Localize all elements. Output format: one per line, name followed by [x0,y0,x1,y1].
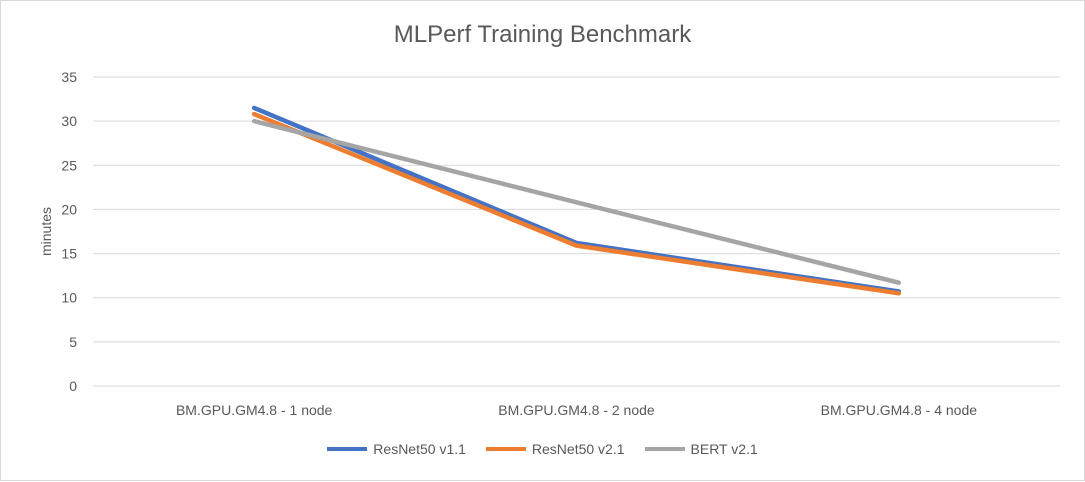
x-tick-label: BM.GPU.GM4.8 - 4 node [821,402,978,418]
y-tick-label: 0 [69,378,77,394]
x-tick-label: BM.GPU.GM4.8 - 1 node [176,402,333,418]
y-tick-label: 20 [61,201,77,217]
y-axis-label: minutes [38,207,54,256]
series-line [251,105,902,294]
chart-title: MLPerf Training Benchmark [393,21,692,48]
legend-swatch [644,447,685,451]
legend-label: ResNet50 v1.1 [373,441,466,457]
y-tick-label: 35 [61,69,77,85]
y-tick-label: 15 [61,246,77,262]
legend-label: ResNet50 v2.1 [531,441,625,457]
legend-swatch [327,447,368,451]
x-tick-label: BM.GPU.GM4.8 - 2 node [498,402,655,418]
y-tick-label: 25 [61,157,77,173]
y-tick-label: 30 [61,113,77,129]
legend-item: ResNet50 v2.1 [485,441,625,457]
y-tick-label: 10 [61,290,77,306]
series-line [251,111,902,296]
y-tick-label: 5 [69,334,77,350]
legend-label: BERT v2.1 [690,441,758,457]
series-line [251,118,902,285]
legend-item: ResNet50 v1.1 [327,441,466,457]
legend: ResNet50 v1.1 ResNet50 v2.1 BERT v2.1 [1,441,1084,457]
legend-swatch [485,447,526,451]
legend-item: BERT v2.1 [644,441,758,457]
